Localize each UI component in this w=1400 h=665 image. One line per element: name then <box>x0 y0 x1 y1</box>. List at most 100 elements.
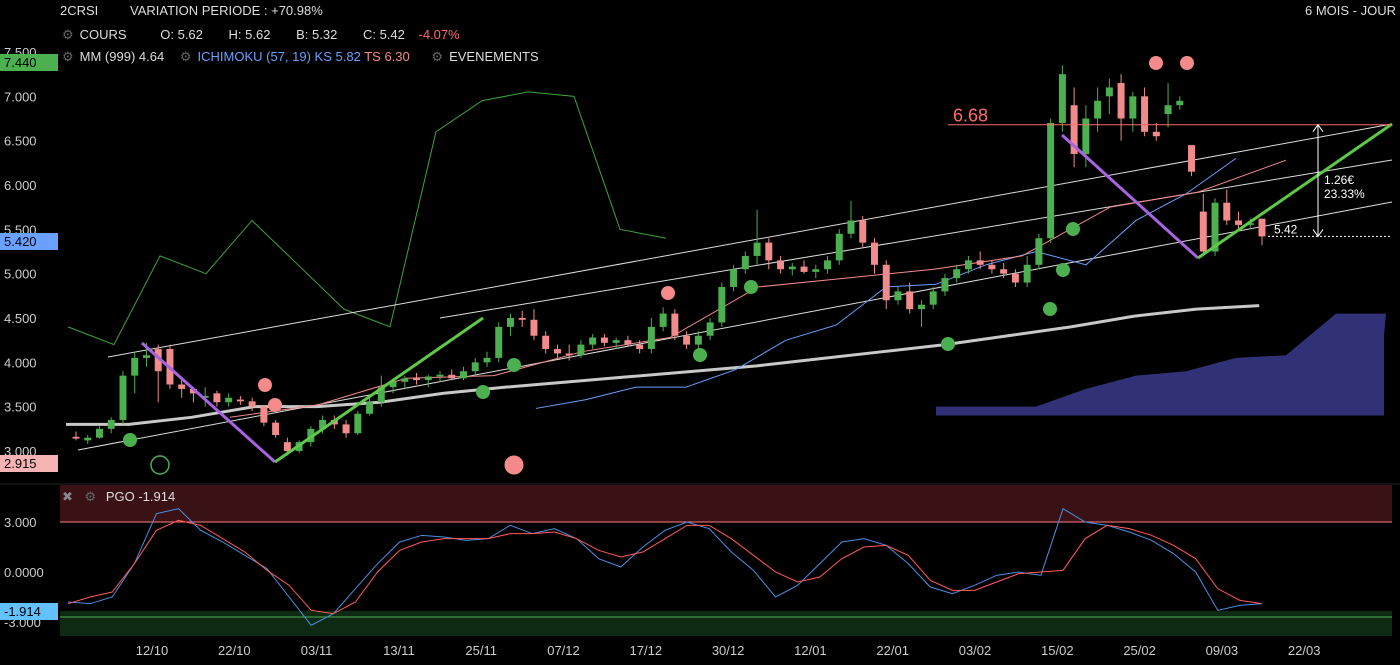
event-c-icon <box>150 455 170 475</box>
event-marker-icon <box>1056 263 1070 277</box>
candle-body <box>671 313 679 336</box>
cours-label: COURS <box>79 27 127 42</box>
candle-body <box>694 335 702 345</box>
event-marker-icon <box>941 337 955 351</box>
pgo-signal-line <box>67 519 1263 615</box>
period-selector[interactable]: 6 MOIS - JOUR <box>1304 3 1396 18</box>
candle-body <box>84 437 92 441</box>
candle-body <box>366 402 374 414</box>
gear-icon[interactable]: ⚙ <box>62 49 74 64</box>
candle-body <box>1082 118 1090 154</box>
y-tick-label: 3.500 <box>4 400 37 415</box>
pgo-value: -1.914 <box>138 489 176 504</box>
ichimoku-label: ICHIMOKU (57, 19) <box>197 49 311 64</box>
candle-body <box>847 220 855 234</box>
candle-body <box>471 362 479 372</box>
ticker-label: 2CRSI <box>60 3 99 18</box>
candle-body <box>718 286 726 323</box>
event-r-icon <box>504 455 524 475</box>
x-tick-label: 15/02 <box>1041 643 1074 658</box>
candle-body <box>871 242 878 265</box>
event-marker-icon <box>744 280 758 294</box>
open-value: 5.62 <box>177 27 203 42</box>
down-trendline <box>140 341 277 464</box>
arrow-head-up <box>1312 123 1324 132</box>
candle-body <box>283 442 291 451</box>
candle-body <box>1129 96 1137 119</box>
x-tick-label: 13/11 <box>383 643 415 658</box>
candle-body <box>777 260 785 270</box>
up-trendline <box>1197 122 1393 260</box>
event-marker-icon <box>1043 302 1057 316</box>
mm-label: MM (999) <box>79 49 136 64</box>
event-marker-icon <box>661 286 675 300</box>
candle-body <box>906 291 914 310</box>
open-label: O: <box>160 27 174 42</box>
close-icon[interactable]: ✖ <box>62 489 73 504</box>
gear-icon[interactable]: ⚙ <box>179 49 192 64</box>
candle-body <box>495 326 503 358</box>
x-tick-label: 22/03 <box>1288 643 1321 658</box>
candle-body <box>1246 223 1254 225</box>
x-tick-label: 17/12 <box>630 643 663 658</box>
candle-body <box>154 349 162 372</box>
candle-body <box>553 349 561 354</box>
event-marker-icon <box>476 385 490 399</box>
low-label: B: <box>296 27 309 42</box>
candle-body <box>600 337 608 343</box>
measure-delta-pct: 23.33% <box>1324 187 1365 201</box>
candle-body <box>225 397 233 403</box>
candle-body <box>647 326 655 350</box>
gear-icon[interactable]: ⚙ <box>62 27 74 42</box>
trend-channel-line <box>77 201 1393 451</box>
pgo-header: ✖ ⚙ PGO -1.914 <box>62 489 175 505</box>
x-tick-label: 25/11 <box>465 643 497 658</box>
candle-body <box>236 399 244 402</box>
x-tick-label: 22/01 <box>876 643 909 658</box>
gear-icon[interactable]: ⚙ <box>84 489 97 504</box>
candle-body <box>1023 264 1031 283</box>
candle-body <box>917 304 925 310</box>
pgo-tick-label: 0.0000 <box>4 565 44 580</box>
cours-row: ⚙ COURS O: 5.62 H: 5.62 B: 5.32 C: 5.42 -… <box>62 27 460 43</box>
candle-body <box>189 388 197 394</box>
candle-body <box>354 413 362 434</box>
candle-body <box>131 357 139 376</box>
candle-body <box>589 337 597 345</box>
measure-delta-value: 1.26€ <box>1324 173 1354 187</box>
pgo-tick-label: 3.000 <box>4 515 37 530</box>
candle-body <box>659 313 667 327</box>
candle-body <box>1011 273 1019 283</box>
candle-body <box>95 428 103 438</box>
candle-body <box>401 378 409 382</box>
last-price-annotation: 5.42 <box>1274 222 1298 236</box>
candle-body <box>1223 202 1231 221</box>
x-tick-label: 12/01 <box>794 643 827 658</box>
candle-body <box>72 436 80 439</box>
candle-body <box>941 278 949 292</box>
candle-body <box>272 422 280 436</box>
candle-body <box>178 384 186 389</box>
candle-body <box>1105 87 1113 97</box>
close-value: 5.42 <box>379 27 405 42</box>
candle-body <box>964 260 972 270</box>
y-tick-label: 6.500 <box>4 134 37 149</box>
candle-body <box>448 374 456 379</box>
candle-body <box>1176 100 1184 106</box>
candle-body <box>894 291 902 301</box>
gear-icon[interactable]: ⚙ <box>431 49 444 64</box>
candle-body <box>260 406 268 423</box>
trend-channel-line <box>439 159 1393 319</box>
candle-body <box>788 266 796 270</box>
mm-value: 4.64 <box>138 49 165 64</box>
ks-value: 5.82 <box>335 49 361 64</box>
candle-body <box>342 424 350 434</box>
candle-body <box>976 260 984 265</box>
candle-body <box>612 340 620 343</box>
candle-body <box>988 264 996 270</box>
candle-body <box>389 381 397 388</box>
candle-body <box>741 255 749 270</box>
down-trendline <box>1060 133 1200 260</box>
candle-body <box>319 419 327 429</box>
candle-body <box>413 378 421 381</box>
